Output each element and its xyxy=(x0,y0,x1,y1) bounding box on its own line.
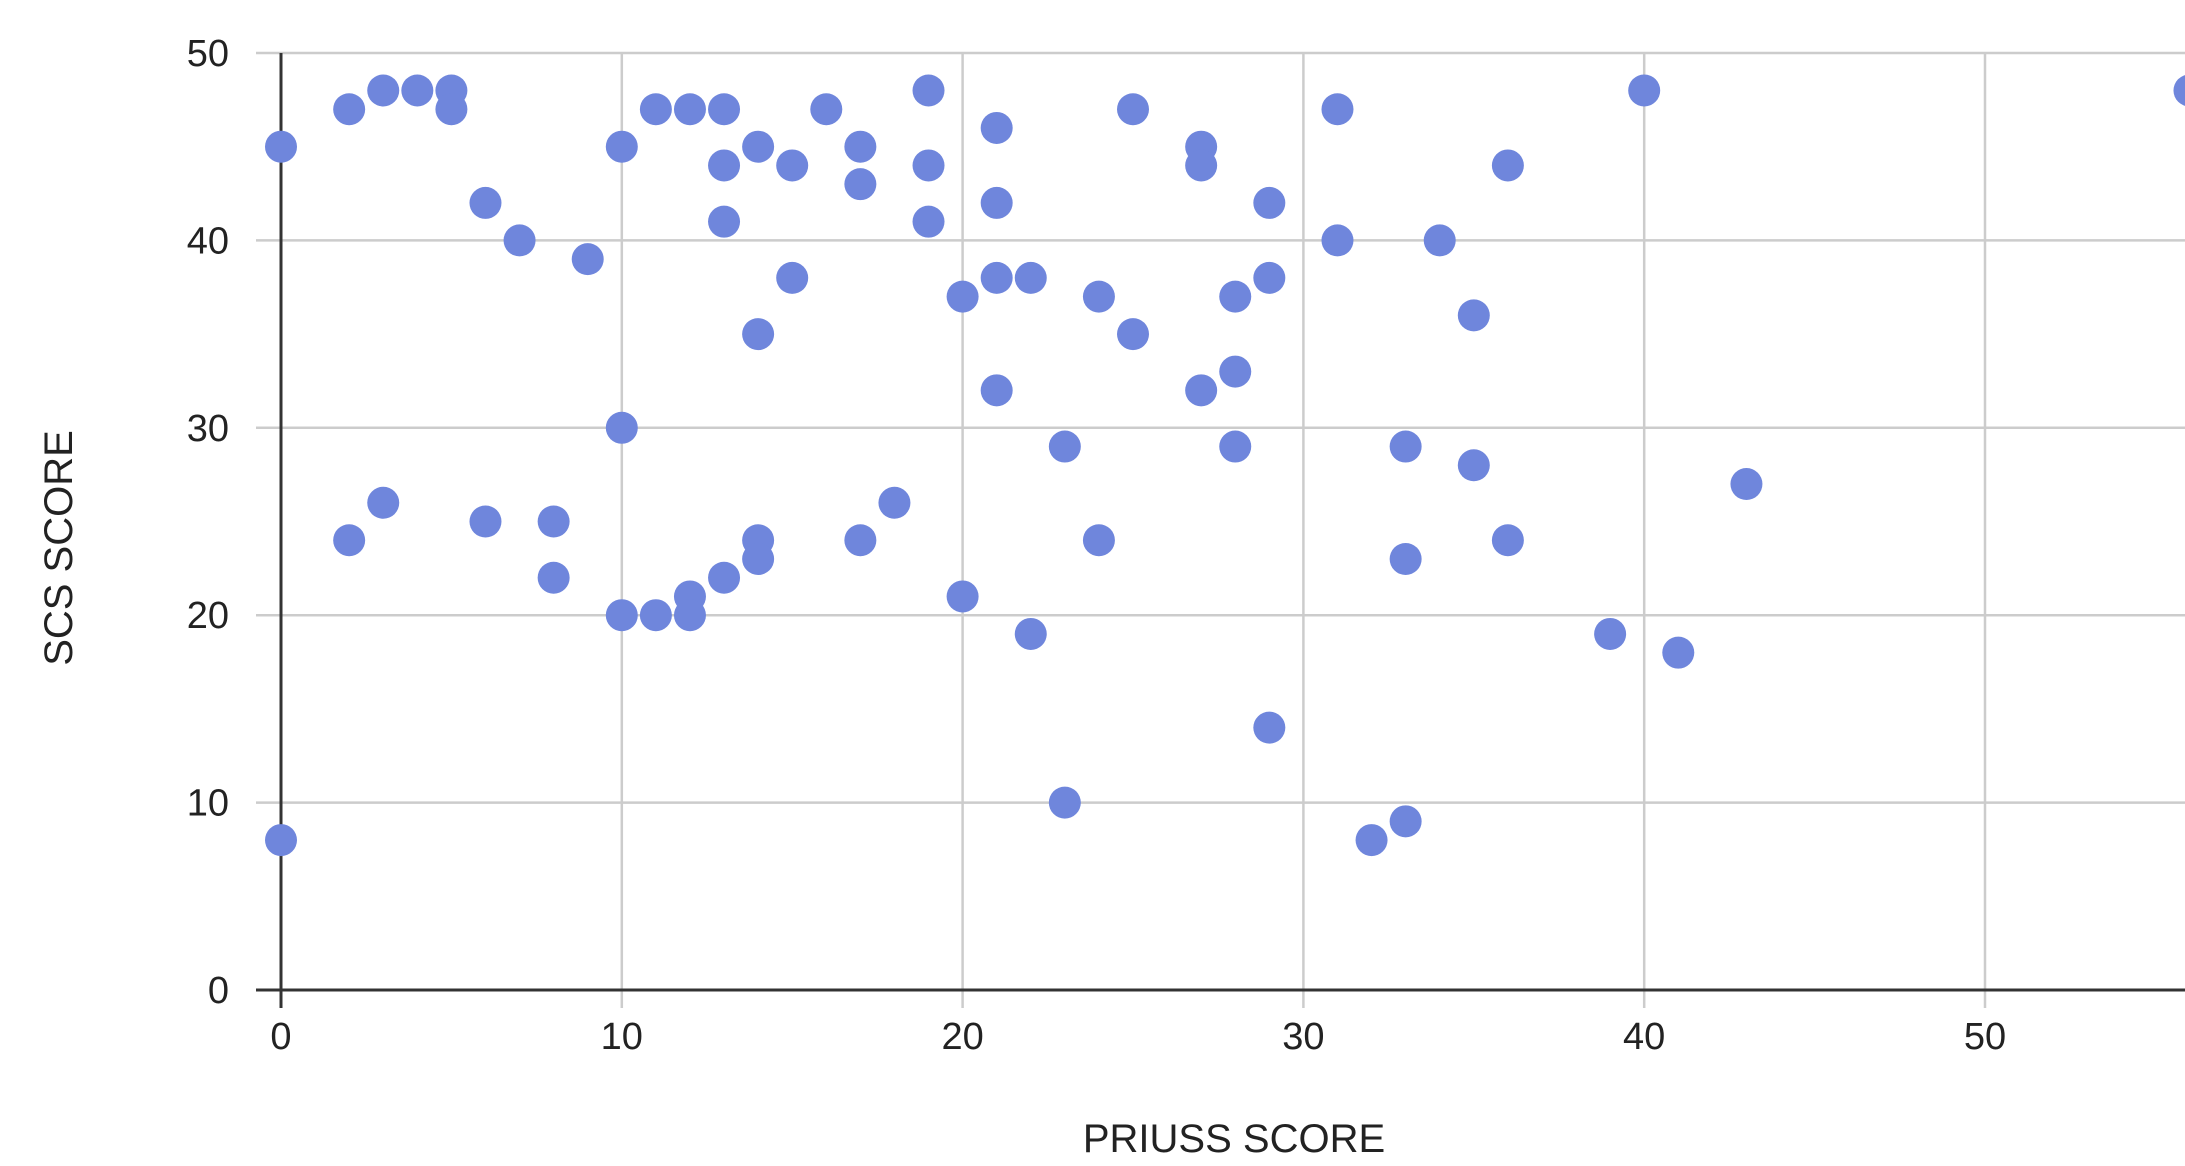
data-point xyxy=(844,168,877,201)
data-point xyxy=(1014,261,1047,294)
data-point xyxy=(1457,299,1490,332)
x-tick-label: 0 xyxy=(270,1016,291,1058)
data-point xyxy=(878,486,911,519)
data-point xyxy=(367,74,400,107)
y-tick-label: 10 xyxy=(187,783,229,825)
data-point xyxy=(980,261,1013,294)
y-axis-title: SCS SCORE xyxy=(37,430,81,666)
data-point xyxy=(1253,711,1286,744)
data-point xyxy=(605,411,638,444)
y-tick-label: 40 xyxy=(187,220,229,262)
data-point xyxy=(1048,430,1081,463)
data-point xyxy=(810,93,843,126)
data-point xyxy=(1219,355,1252,388)
data-point xyxy=(469,186,502,219)
data-point xyxy=(265,130,297,163)
data-point xyxy=(1048,786,1081,819)
data-point xyxy=(912,205,945,238)
x-tick-label: 20 xyxy=(941,1016,983,1058)
data-point xyxy=(1662,636,1695,669)
data-point xyxy=(1082,524,1115,557)
data-point xyxy=(980,374,1013,407)
data-point xyxy=(742,542,775,575)
data-point xyxy=(1594,617,1627,650)
data-point xyxy=(537,505,570,538)
data-point xyxy=(1219,280,1252,313)
data-point xyxy=(912,149,945,182)
data-point xyxy=(401,74,434,107)
data-point xyxy=(503,224,536,257)
data-point xyxy=(605,130,638,163)
data-point xyxy=(912,74,945,107)
data-point xyxy=(571,243,604,276)
data-point xyxy=(1355,824,1388,857)
data-point xyxy=(673,93,706,126)
data-point xyxy=(1491,149,1524,182)
data-point xyxy=(1014,617,1047,650)
data-point xyxy=(1389,805,1422,838)
data-point xyxy=(776,149,809,182)
x-tick-label: 30 xyxy=(1282,1016,1324,1058)
data-point xyxy=(1253,186,1286,219)
data-point xyxy=(1117,93,1149,126)
data-point xyxy=(1491,524,1524,557)
data-point xyxy=(1117,318,1149,351)
tick-labels: 0 10 20 30 40 50 0 10 20 30 40 50 xyxy=(187,33,2006,1058)
data-point xyxy=(980,186,1013,219)
data-point xyxy=(2173,75,2185,106)
data-point xyxy=(1389,542,1422,575)
data-point xyxy=(708,149,741,182)
data-point xyxy=(537,561,570,594)
data-point xyxy=(469,505,502,538)
x-tick-label: 10 xyxy=(601,1016,643,1058)
x-tick-label: 50 xyxy=(1964,1016,2006,1058)
data-point xyxy=(265,824,297,857)
data-point xyxy=(1185,374,1218,407)
data-point xyxy=(708,205,741,238)
data-point xyxy=(639,93,672,126)
data-point xyxy=(1389,430,1422,463)
data-point xyxy=(742,318,775,351)
data-point xyxy=(980,111,1013,144)
data-point xyxy=(1321,224,1354,257)
y-tick-label: 50 xyxy=(187,33,229,75)
data-point xyxy=(1321,93,1354,126)
y-tick-label: 30 xyxy=(187,408,229,450)
data-point xyxy=(367,486,400,519)
data-point xyxy=(844,130,877,163)
gridlines xyxy=(256,51,2185,1008)
x-axis-title: PRIUSS SCORE xyxy=(1083,1117,1385,1161)
data-point xyxy=(946,580,979,613)
data-point xyxy=(333,93,366,126)
y-tick-label: 0 xyxy=(208,970,229,1012)
data-point xyxy=(639,599,672,632)
data-point xyxy=(708,561,741,594)
data-point xyxy=(1253,261,1286,294)
data-point xyxy=(1219,430,1252,463)
data-point xyxy=(1628,74,1661,107)
data-point xyxy=(605,599,638,632)
data-points xyxy=(265,74,2185,857)
data-point xyxy=(333,524,366,557)
data-point xyxy=(742,130,775,163)
data-point xyxy=(673,599,706,632)
data-point xyxy=(1457,449,1490,482)
y-tick-label: 20 xyxy=(187,595,229,637)
x-tick-label: 40 xyxy=(1623,1016,1665,1058)
data-point xyxy=(946,280,979,313)
data-point xyxy=(435,93,468,126)
data-point xyxy=(1730,468,1763,501)
data-point xyxy=(1423,224,1456,257)
data-point xyxy=(1082,280,1115,313)
data-point xyxy=(708,93,741,126)
data-point xyxy=(776,261,809,294)
data-point xyxy=(1185,149,1218,182)
data-point xyxy=(844,524,877,557)
